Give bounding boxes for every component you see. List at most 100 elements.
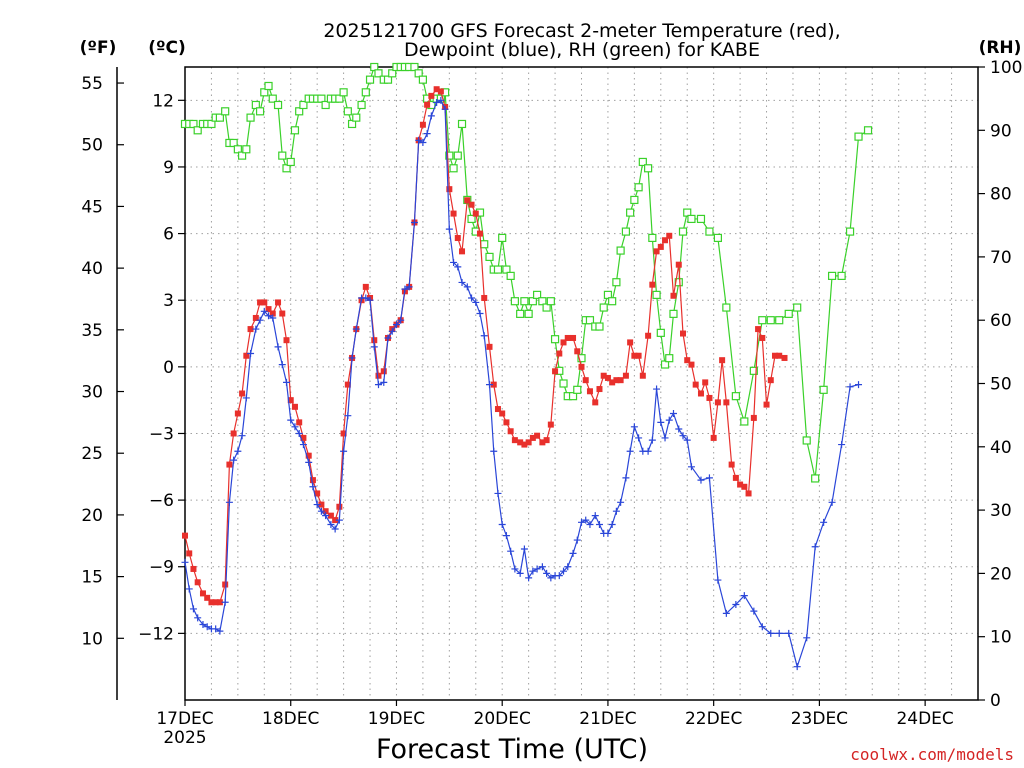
rh-point: [207, 119, 216, 129]
rh-point: [295, 107, 304, 116]
temperature-point: [275, 299, 282, 306]
rh-point: [365, 75, 375, 84]
celsius-tick-label: 6: [163, 225, 174, 245]
dewpoint-point: [533, 565, 541, 573]
dewpoint-point: [750, 607, 758, 615]
temperature-point: [327, 512, 334, 519]
rh-point: [740, 417, 749, 426]
rh-point: [278, 151, 287, 160]
chart-title-line-1: 2025121700 GFS Forecast 2-meter Temperat…: [323, 20, 840, 42]
dewpoint-point: [480, 332, 488, 340]
dewpoint-point: [313, 501, 321, 509]
dewpoint-point: [203, 623, 211, 631]
dewpoint-point: [441, 105, 449, 113]
rh-tick-label: 90: [990, 121, 1012, 141]
fahrenheit-axis-unit: (ºF): [80, 38, 117, 58]
temperature-point: [216, 599, 223, 606]
dewpoint-point: [397, 316, 405, 324]
rh-point: [863, 126, 873, 135]
rh-point: [626, 208, 635, 217]
dewpoint-point: [427, 112, 435, 120]
rh-series: [180, 62, 873, 483]
dewpoint-point: [340, 447, 348, 455]
axis-ticks: 129630−3−6−9−125550454035302520151001020…: [81, 58, 1022, 748]
rh-point: [669, 309, 678, 318]
rh-tick-label: 40: [990, 438, 1012, 458]
temperature-point: [539, 439, 546, 446]
temperature-point: [604, 374, 611, 381]
rh-point: [361, 88, 370, 97]
rh-point: [233, 145, 242, 154]
temperature-point: [450, 210, 457, 217]
rh-point: [749, 366, 758, 375]
temperature-point: [741, 483, 748, 490]
rh-point: [621, 227, 631, 236]
rh-line: [185, 65, 869, 479]
temperature-point: [296, 419, 303, 426]
rh-axis-unit: (RH): [979, 38, 1022, 58]
rh-point: [550, 335, 560, 344]
dewpoint-point: [472, 298, 480, 306]
dewpoint-point: [604, 529, 612, 537]
rh-point: [383, 75, 393, 84]
dewpoint-point: [687, 463, 695, 471]
temperature-point: [300, 434, 307, 441]
credit-link[interactable]: coolwx.com/models: [850, 745, 1014, 764]
temperature-point: [750, 414, 757, 421]
rh-point: [467, 214, 476, 224]
dewpoint-point: [362, 294, 370, 302]
temperature-point: [283, 337, 290, 344]
rh-point: [347, 119, 357, 129]
dewpoint-point: [221, 598, 229, 606]
temperature-point: [684, 357, 691, 364]
dewpoint-point: [433, 99, 441, 107]
dewpoint-point: [370, 343, 378, 351]
fahrenheit-tick-label: 45: [81, 197, 103, 217]
rh-point: [595, 322, 604, 331]
rh-point: [665, 354, 674, 363]
temperature-point: [279, 310, 286, 317]
temperature-point: [507, 428, 514, 435]
dewpoint-point: [256, 316, 264, 324]
dewpoint-point: [573, 536, 581, 544]
rh-point: [528, 297, 537, 306]
dewpoint-point: [697, 476, 705, 484]
dewpoint-point: [278, 361, 286, 369]
temperature-point: [556, 350, 563, 357]
celsius-tick-label: −9: [149, 558, 174, 578]
dewpoint-point: [348, 354, 356, 362]
dewpoint-point: [838, 441, 846, 449]
temperature-point: [204, 594, 211, 601]
dewpoint-point: [630, 423, 638, 431]
dewpoint-point: [269, 314, 277, 322]
temperature-point: [247, 326, 254, 333]
celsius-axis-unit: (ºC): [148, 38, 186, 58]
dewpoint-point: [555, 572, 563, 580]
dewpoint-point: [291, 423, 299, 431]
temperature-point: [719, 357, 726, 364]
dewpoint-point: [732, 600, 740, 608]
dewpoint-point: [675, 425, 683, 433]
rh-point: [339, 88, 348, 97]
rh-point: [502, 265, 511, 274]
rh-point: [215, 113, 224, 122]
fahrenheit-tick-label: 35: [81, 321, 103, 341]
rh-point: [255, 107, 265, 116]
dewpoint-point: [230, 456, 238, 464]
rh-point: [546, 297, 555, 306]
dewpoint-point: [252, 325, 260, 333]
x-tick-label: 23DEC: [791, 709, 848, 729]
dewpoint-point: [454, 263, 462, 271]
dewpoint-point: [820, 518, 828, 526]
chart-title-line-2: Dewpoint (blue), RH (green) for KABE: [404, 39, 760, 61]
dewpoint-point: [384, 334, 392, 342]
rh-point: [656, 328, 665, 337]
dewpoint-point: [437, 96, 445, 104]
dewpoint-point: [648, 436, 656, 444]
dewpoint-point: [486, 381, 494, 389]
rh-point: [410, 62, 419, 72]
dewpoint-point: [511, 565, 519, 573]
temperature-point: [212, 599, 219, 606]
rh-point: [193, 126, 202, 135]
temperature-point: [653, 248, 660, 255]
